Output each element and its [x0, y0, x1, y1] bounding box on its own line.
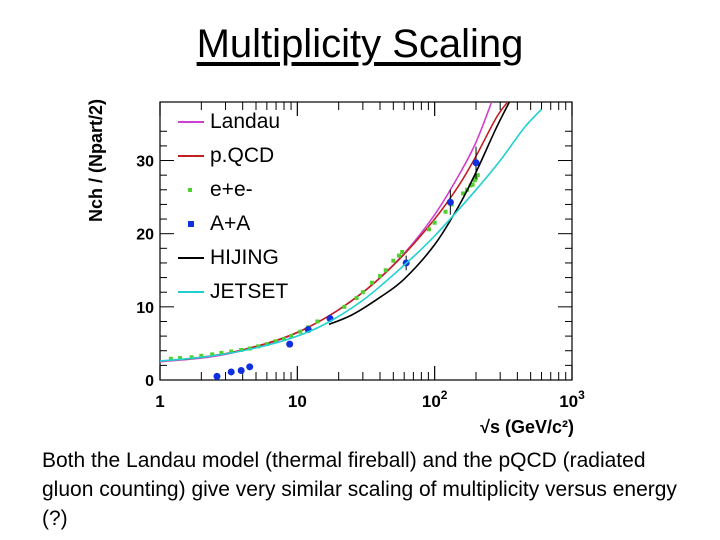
plot-frame: [159, 101, 573, 381]
x-tick-label: 102: [422, 388, 448, 411]
series-e-e-point: [199, 353, 204, 358]
y-tick-label: 20: [136, 227, 154, 244]
legend-e-e-label: e+e-: [210, 178, 253, 201]
series-jetset-line: [160, 108, 543, 362]
series-e-e-point: [239, 348, 244, 353]
series-e-e-point: [354, 296, 359, 301]
legend-a-a-label: A+A: [210, 212, 250, 235]
series-e-e-point: [298, 329, 303, 334]
series-a-a-point: [227, 368, 235, 376]
x-axis-label: √s (GeV/c²): [480, 417, 574, 437]
series-a-a-point: [286, 340, 294, 348]
series-e-e-point: [360, 290, 365, 295]
x-tick-exponent: 2: [441, 388, 448, 402]
series-a-a-point: [446, 198, 454, 206]
legend-e-e-swatch: [188, 188, 192, 192]
series-e-e-point: [289, 334, 294, 339]
chart-axes: [159, 101, 573, 381]
chart-series: [160, 102, 543, 380]
series-e-e-point: [475, 173, 480, 178]
series-e-e-point: [443, 209, 448, 214]
legend-landau-label: Landau: [210, 110, 280, 133]
series-e-e-point: [378, 274, 383, 279]
y-tick-label: 10: [136, 300, 154, 317]
series-e-e-point: [315, 319, 320, 324]
series-e-e-point: [397, 253, 402, 258]
y-tick-label: 0: [145, 373, 154, 390]
series-e-e-point: [391, 258, 396, 263]
series-e-e-point: [189, 355, 194, 360]
series-e-e-point: [342, 304, 347, 309]
slide-title: Multiplicity Scaling: [196, 22, 524, 66]
x-tick-label: 10: [288, 392, 307, 411]
legend-hijing-label: HIJING: [210, 246, 279, 269]
series-e-e-point: [383, 268, 388, 273]
series-e-e-point: [274, 339, 279, 344]
x-tick-exponent: 3: [578, 388, 585, 402]
x-tick-label: 103: [559, 388, 585, 411]
series-e-e-point: [219, 350, 224, 355]
series-e-e-point: [210, 352, 215, 357]
series-e-e-point: [472, 178, 477, 183]
chart-legend: Landau p.QCD e+e- A+A HIJING JETSET: [178, 110, 288, 303]
series-e-e-point: [178, 356, 183, 361]
series-a-a-point: [246, 363, 254, 371]
y-tick-label: 30: [136, 154, 154, 171]
x-tick-label: 1: [155, 392, 164, 411]
series-a-a-point: [472, 159, 480, 167]
chart-labels: 1 10 102 103 0 10 20 30 √s (GeV/c²) Nch / (Npart/…: [86, 99, 585, 437]
series-hijing-line: [328, 102, 511, 326]
series-e-e-point: [229, 349, 234, 354]
series-e-e-point: [427, 227, 432, 232]
series-e-e-point: [432, 220, 437, 225]
slide-caption: Both the Landau model (thermal fireball)…: [42, 449, 677, 530]
series-e-e-point: [256, 344, 261, 349]
series-e-e-point: [264, 342, 269, 347]
series-e-e-point: [470, 182, 475, 187]
y-axis-label: Nch / (Npart/2): [86, 99, 106, 222]
series-a-a-point: [237, 366, 245, 374]
series-a-a-point: [213, 372, 221, 380]
legend-p-qcd-label: p.QCD: [210, 144, 274, 167]
legend-jetset-label: JETSET: [210, 280, 288, 303]
series-e-e-point: [282, 337, 287, 342]
series-e-e-point: [400, 249, 405, 254]
series-e-e-point: [461, 191, 466, 196]
series-e-e-point: [168, 356, 173, 361]
legend-a-a-swatch: [188, 221, 194, 227]
series-e-e-point: [370, 280, 375, 285]
